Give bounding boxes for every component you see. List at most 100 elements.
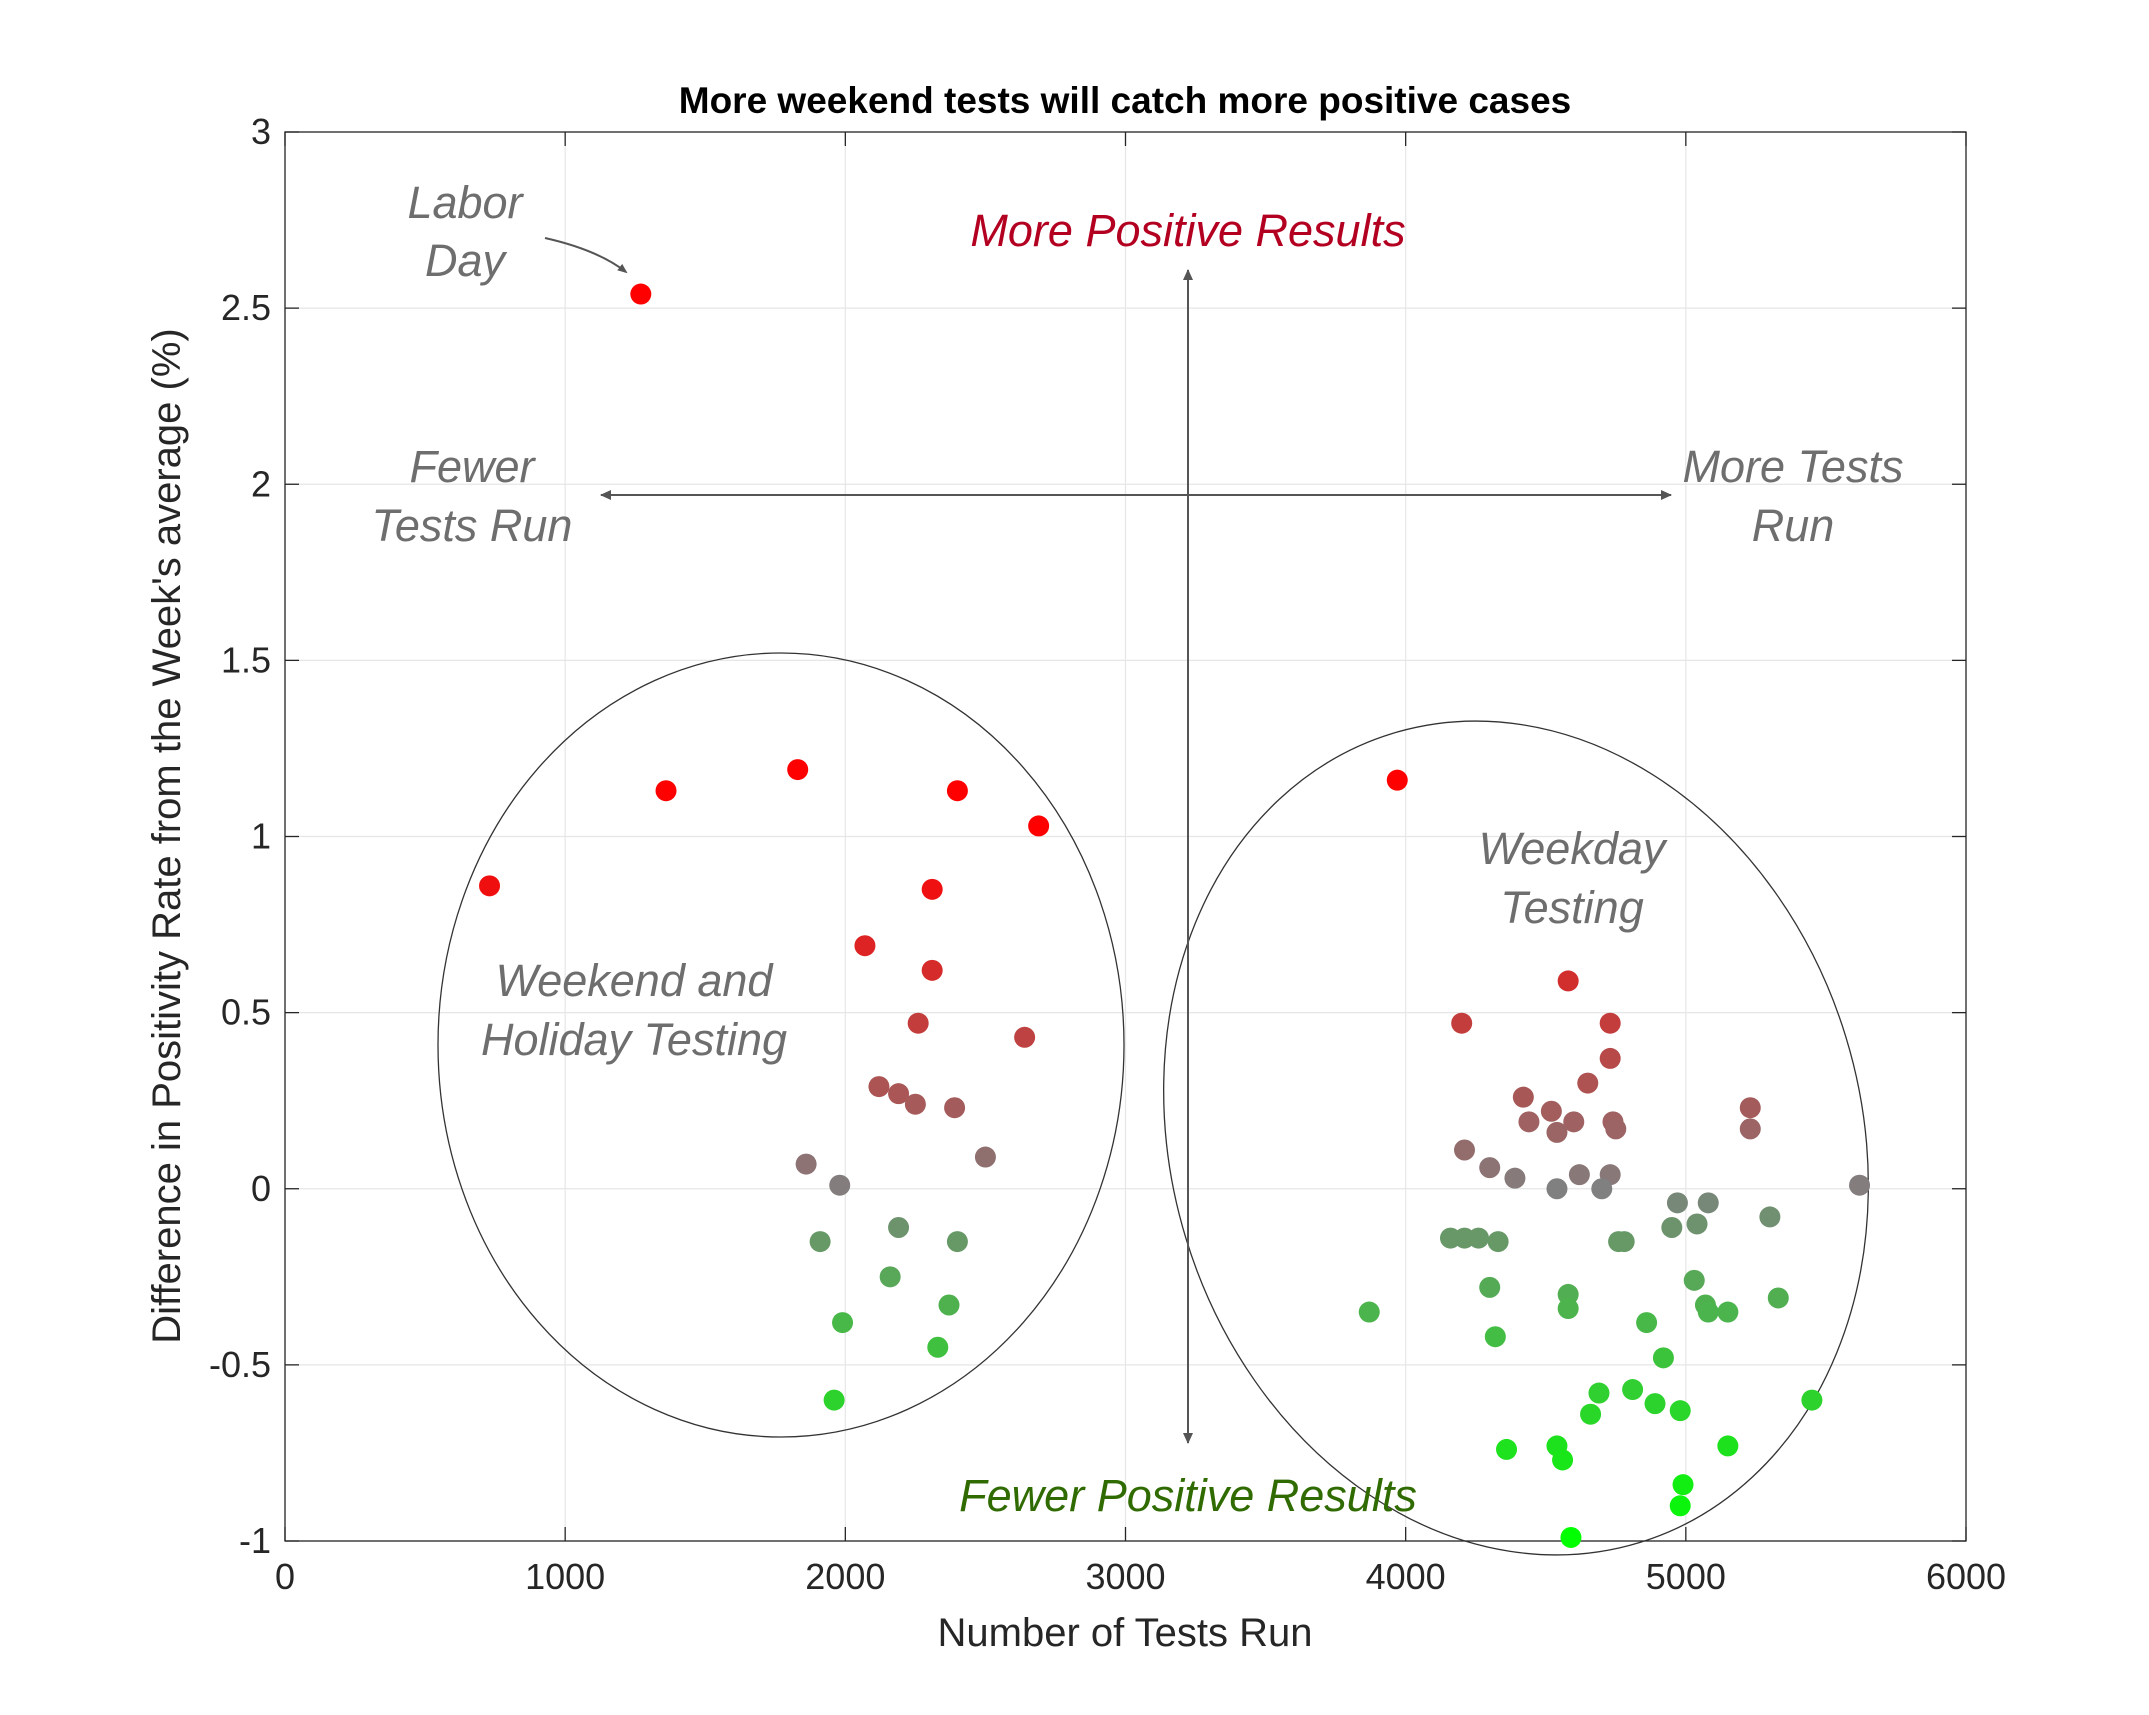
y-tick-label: 1 [251,816,271,857]
data-point [1661,1216,1683,1238]
data-point [868,1076,890,1098]
data-point [1636,1312,1658,1334]
data-point [904,1093,926,1115]
data-point [1577,1072,1599,1094]
y-tick-label: 0.5 [221,992,271,1033]
data-point [1386,769,1408,791]
data-point [1739,1097,1761,1119]
data-point [1451,1012,1473,1034]
chart-title: More weekend tests will catch more posit… [679,80,1571,121]
data-point [1468,1227,1490,1249]
ticks: 0 1000 2000 3000 4000 5000 6000 -1 -0.5 0 0.5 1 1.5 2… [209,111,2006,1597]
data-point [829,1174,851,1196]
labor-day-label-line1: Labor [407,177,524,228]
data-point [1672,1474,1694,1496]
data-point [630,283,652,305]
x-tick-label: 4000 [1366,1556,1446,1597]
data-point [1358,1301,1380,1323]
data-point [907,1012,929,1034]
labor-day-arrow [544,237,628,274]
data-point [854,935,876,957]
data-point [479,875,501,897]
more-positive-label: More Positive Results [970,205,1405,256]
data-point [1644,1393,1666,1415]
data-point [888,1083,910,1105]
data-point [1028,815,1050,837]
x-tick-label: 1000 [525,1556,605,1597]
data-point [655,780,677,802]
y-tick-label: 1.5 [221,639,271,680]
data-point [921,959,943,981]
data-point [1014,1026,1036,1048]
data-point [1546,1121,1568,1143]
data-point [1697,1301,1719,1323]
x-tick-label: 3000 [1085,1556,1165,1597]
data-point [938,1294,960,1316]
data-point [974,1146,996,1168]
data-point [1479,1157,1501,1179]
data-point [1591,1178,1613,1200]
data-point [1605,1118,1627,1140]
data-point [1580,1403,1602,1425]
x-tick-label: 0 [275,1556,295,1597]
weekend-label-line1: Weekend and [496,955,775,1006]
data-point [1557,1298,1579,1320]
data-point [1484,1326,1506,1348]
data-point [946,1231,968,1253]
data-point [1540,1100,1562,1122]
y-tick-label: 3 [251,111,271,152]
data-point [1622,1379,1644,1401]
x-tick-label: 2000 [805,1556,885,1597]
y-axis-label: Difference in Positivity Rate from the W… [145,328,189,1343]
data-point [1557,970,1579,992]
data-point [888,1216,910,1238]
fewer-tests-label-line2: Tests Run [372,500,573,551]
data-point [1759,1206,1781,1228]
data-point [1717,1435,1739,1457]
data-point [787,759,809,781]
data-point [1717,1301,1739,1323]
more-tests-label-line1: More Tests [1683,441,1904,492]
data-point [927,1336,949,1358]
data-point [1588,1382,1610,1404]
data-point [1669,1400,1691,1422]
data-point [1504,1167,1526,1189]
data-point [1801,1389,1823,1411]
x-tick-label: 5000 [1646,1556,1726,1597]
weekend-ellipse [437,652,1125,1438]
data-point [1683,1269,1705,1291]
weekend-label-line2: Holiday Testing [481,1014,787,1065]
data-point [795,1153,817,1175]
data-point [1479,1276,1501,1298]
data-point [1697,1192,1719,1214]
data-point [823,1389,845,1411]
fewer-tests-label-line1: Fewer [409,441,536,492]
data-point [1560,1526,1582,1548]
y-tick-label: -0.5 [209,1344,271,1385]
data-point [1613,1231,1635,1253]
grid [284,131,1967,1542]
data-point [944,1097,966,1119]
data-point [1669,1495,1691,1517]
data-point [946,780,968,802]
weekday-label-line1: Weekday [1479,823,1668,874]
data-point [1652,1347,1674,1369]
more-tests-label-line2: Run [1752,500,1835,551]
data-point [1563,1111,1585,1133]
weekday-ellipse [1163,720,1869,1556]
data-point [1666,1192,1688,1214]
labor-day-label-line2: Day [425,235,508,286]
data-point [921,878,943,900]
data-point [809,1231,831,1253]
data-points [479,283,1871,1548]
data-point [1767,1287,1789,1309]
y-tick-label: 2 [251,463,271,504]
data-point [1686,1213,1708,1235]
weekday-label-line2: Testing [1500,882,1643,933]
data-point [1487,1231,1509,1253]
data-point [1599,1012,1621,1034]
x-axis-label: Number of Tests Run [938,1611,1313,1655]
data-point [1546,1178,1568,1200]
x-tick-label: 6000 [1926,1556,2006,1597]
